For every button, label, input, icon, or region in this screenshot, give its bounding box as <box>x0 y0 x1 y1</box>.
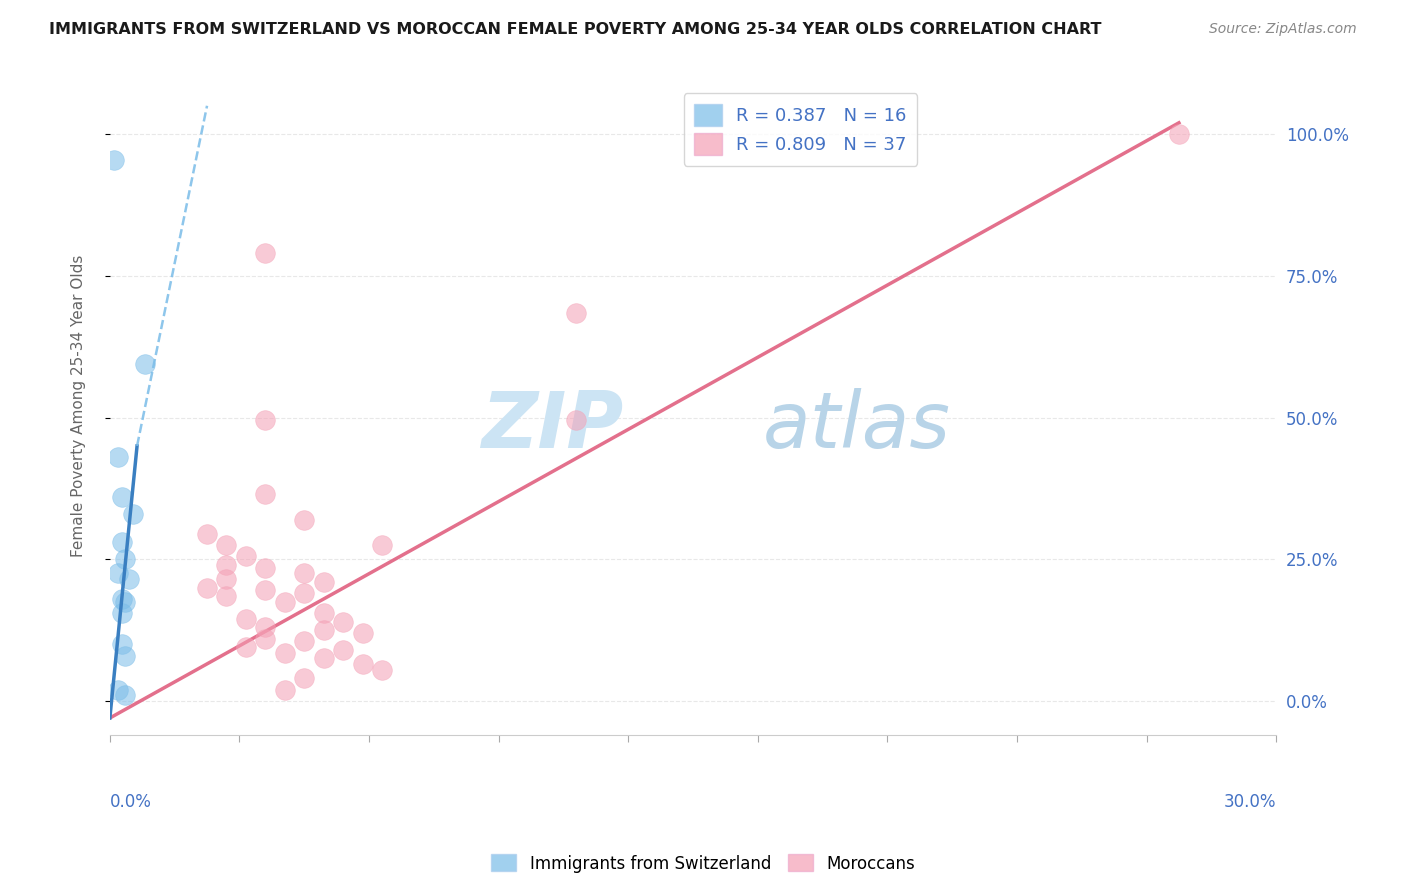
Point <box>352 657 374 672</box>
Point <box>254 413 277 427</box>
Legend: Immigrants from Switzerland, Moroccans: Immigrants from Switzerland, Moroccans <box>485 847 921 880</box>
Point <box>292 513 315 527</box>
Point <box>215 589 238 603</box>
Point <box>274 595 297 609</box>
Point <box>352 626 374 640</box>
Point <box>110 535 132 549</box>
Point <box>254 620 277 634</box>
Point <box>254 246 277 260</box>
Point <box>114 552 136 566</box>
Point <box>312 623 335 637</box>
Point <box>332 615 354 629</box>
Point <box>371 663 394 677</box>
Point <box>195 581 218 595</box>
Point <box>215 558 238 572</box>
Point <box>371 538 394 552</box>
Point <box>134 357 156 371</box>
Point <box>110 637 132 651</box>
Point <box>274 682 297 697</box>
Point <box>312 574 335 589</box>
Text: IMMIGRANTS FROM SWITZERLAND VS MOROCCAN FEMALE POVERTY AMONG 25-34 YEAR OLDS COR: IMMIGRANTS FROM SWITZERLAND VS MOROCCAN … <box>49 22 1102 37</box>
Y-axis label: Female Poverty Among 25-34 Year Olds: Female Poverty Among 25-34 Year Olds <box>72 255 86 558</box>
Point <box>118 572 141 586</box>
Point <box>215 572 238 586</box>
Point <box>254 583 277 598</box>
Point <box>254 632 277 646</box>
Point <box>292 634 315 648</box>
Point <box>107 450 129 465</box>
Point <box>312 651 335 665</box>
Point <box>235 612 257 626</box>
Point <box>114 648 136 663</box>
Point <box>235 640 257 654</box>
Text: ZIP: ZIP <box>481 388 623 464</box>
Point <box>565 413 588 427</box>
Text: atlas: atlas <box>763 388 950 464</box>
Point <box>292 586 315 600</box>
Point <box>122 507 145 521</box>
Text: 30.0%: 30.0% <box>1223 793 1277 812</box>
Point <box>114 689 136 703</box>
Point <box>254 561 277 575</box>
Point <box>332 643 354 657</box>
Point <box>292 671 315 685</box>
Point <box>254 487 277 501</box>
Point <box>195 526 218 541</box>
Point <box>107 566 129 581</box>
Point <box>312 606 335 620</box>
Point <box>215 538 238 552</box>
Point <box>110 591 132 606</box>
Text: Source: ZipAtlas.com: Source: ZipAtlas.com <box>1209 22 1357 37</box>
Point <box>274 646 297 660</box>
Point <box>114 595 136 609</box>
Point <box>292 566 315 581</box>
Point <box>110 606 132 620</box>
Point <box>235 549 257 564</box>
Point <box>565 306 588 320</box>
Legend: R = 0.387   N = 16, R = 0.809   N = 37: R = 0.387 N = 16, R = 0.809 N = 37 <box>683 93 917 166</box>
Point <box>1167 127 1189 141</box>
Point <box>107 682 129 697</box>
Point <box>103 153 125 167</box>
Text: 0.0%: 0.0% <box>110 793 152 812</box>
Point <box>110 490 132 504</box>
